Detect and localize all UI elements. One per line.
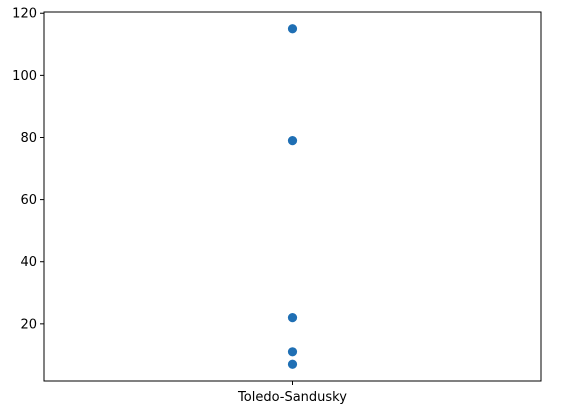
y-tick-label: 20: [20, 317, 37, 332]
x-axis: Toledo-Sandusky: [237, 381, 347, 405]
y-tick-label: 40: [20, 255, 37, 270]
data-point: [287, 359, 298, 369]
y-tick-label: 60: [20, 193, 37, 208]
data-point: [287, 24, 298, 34]
data-point: [287, 347, 298, 357]
y-tick-label: 80: [20, 131, 37, 146]
y-axis: 20 40 60 80 100 120: [12, 7, 44, 332]
y-tick-label: 120: [12, 7, 37, 22]
data-point: [287, 313, 298, 323]
x-tick-label: Toledo-Sandusky: [237, 390, 347, 405]
data-point: [287, 135, 298, 146]
y-tick-label: 100: [12, 69, 37, 84]
data-points: [287, 24, 298, 369]
